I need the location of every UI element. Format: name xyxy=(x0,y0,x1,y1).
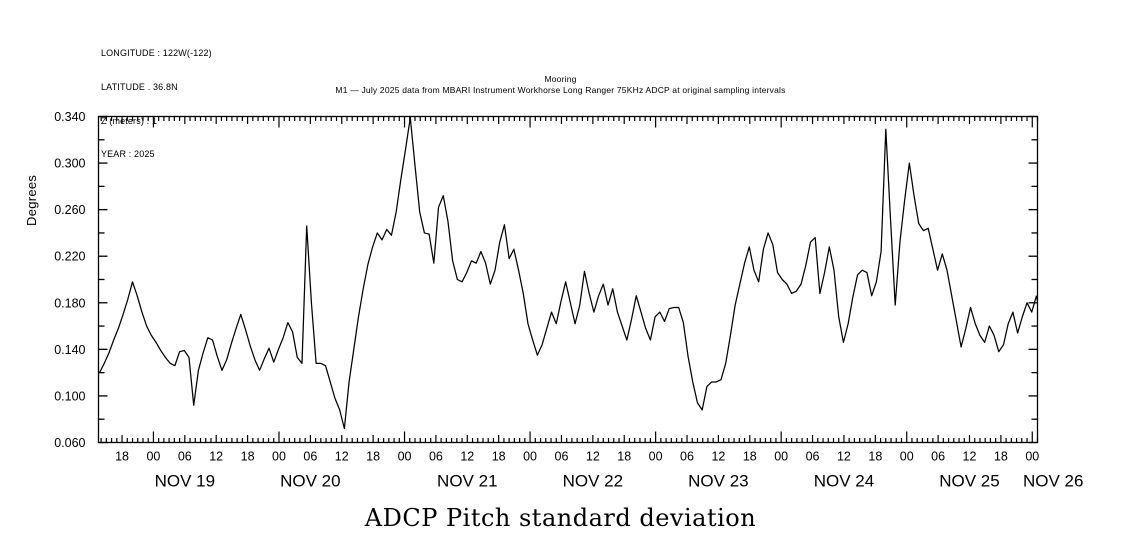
x-tick-label-hour: 00 xyxy=(649,450,663,464)
chart-title-main: Mooring xyxy=(544,74,577,84)
y-axis-ticks xyxy=(98,115,1038,444)
x-tick-label-hour: 18 xyxy=(868,450,882,464)
x-tick-label-hour: 18 xyxy=(241,450,255,464)
x-tick-label-hour: 06 xyxy=(555,450,569,464)
x-tick-label-hour: 18 xyxy=(743,450,757,464)
x-tick-label-hour: 00 xyxy=(146,450,160,464)
x-tick-label-hour: 06 xyxy=(178,450,192,464)
x-tick-label-hour: 00 xyxy=(774,450,788,464)
x-axis-hour-labels: 18 00 06 12 18 00 06 12 18 00 06 12 18 00 06 12 18 00 06 12… xyxy=(115,450,1039,464)
longitude-text: LONGITUDE : 122W(-122) xyxy=(101,48,212,59)
x-tick-label-hour: 06 xyxy=(303,450,317,464)
x-axis-day-label: NOV 22 xyxy=(563,472,623,491)
y-tick-label: 0.140 xyxy=(54,343,85,357)
chart-caption: ADCP Pitch standard deviation xyxy=(364,504,757,532)
x-tick-label-hour: 12 xyxy=(586,450,600,464)
x-axis-day-label: NOV 24 xyxy=(814,472,874,491)
chart-title-sub: M1 — July 2025 data from MBARI Instrumen… xyxy=(335,85,786,95)
x-tick-label-hour: 06 xyxy=(806,450,820,464)
x-axis-day-label: NOV 21 xyxy=(437,472,497,491)
x-tick-label-hour: 00 xyxy=(523,450,537,464)
x-axis-day-label: NOV 26 xyxy=(1023,472,1083,491)
y-tick-label: 0.180 xyxy=(54,296,85,310)
x-tick-label-hour: 00 xyxy=(1025,450,1039,464)
x-axis-day-label: NOV 20 xyxy=(280,472,340,491)
y-tick-label: 0.100 xyxy=(54,389,85,403)
x-tick-label-hour: 18 xyxy=(492,450,506,464)
x-tick-label-hour: 06 xyxy=(931,450,945,464)
x-axis-day-labels: NOV 19 NOV 20 NOV 21 NOV 22 NOV 23 NOV 24 NOV … xyxy=(155,472,1084,491)
series-path xyxy=(98,117,1038,430)
y-tick-label: 0.220 xyxy=(54,250,85,264)
data-series-line xyxy=(98,117,1038,430)
x-axis-ticks xyxy=(100,116,1039,443)
x-tick-label-hour: 12 xyxy=(335,450,349,464)
x-tick-label-hour: 06 xyxy=(429,450,443,464)
y-tick-label: 0.060 xyxy=(54,436,85,450)
x-tick-label-hour: 12 xyxy=(837,450,851,464)
y-tick-label: 0.300 xyxy=(54,157,85,171)
y-axis-tick-labels: 0.060 0.100 0.140 0.180 0.220 0.260 0.300 0.340 xyxy=(54,110,85,450)
metadata-block: LONGITUDE : 122W(-122) LATITUDE . 36.8N … xyxy=(101,26,212,183)
x-tick-label-hour: 18 xyxy=(115,450,129,464)
x-tick-label-hour: 18 xyxy=(994,450,1008,464)
x-axis-day-label: NOV 25 xyxy=(939,472,999,491)
year-text: YEAR : 2025 xyxy=(101,149,155,160)
x-axis-day-label: NOV 23 xyxy=(688,472,748,491)
latitude-text: LATITUDE . 36.8N xyxy=(101,82,178,93)
x-tick-label-hour: 00 xyxy=(398,450,412,464)
x-tick-label-hour: 06 xyxy=(680,450,694,464)
x-tick-label-hour: 12 xyxy=(209,450,223,464)
x-axis-day-label: NOV 19 xyxy=(155,472,215,491)
x-tick-label-hour: 00 xyxy=(272,450,286,464)
y-tick-label: 0.260 xyxy=(54,203,85,217)
series-path xyxy=(1035,295,1038,305)
x-tick-label-hour: 00 xyxy=(900,450,914,464)
y-tick-label: 0.340 xyxy=(54,110,85,124)
chart-title-block: Mooring M1 — July 2025 data from MBARI I… xyxy=(0,74,1121,96)
x-tick-label-hour: 12 xyxy=(963,450,977,464)
x-tick-label-hour: 12 xyxy=(711,450,725,464)
x-tick-label-hour: 18 xyxy=(617,450,631,464)
x-tick-label-hour: 12 xyxy=(460,450,474,464)
x-tick-label-hour: 18 xyxy=(366,450,380,464)
